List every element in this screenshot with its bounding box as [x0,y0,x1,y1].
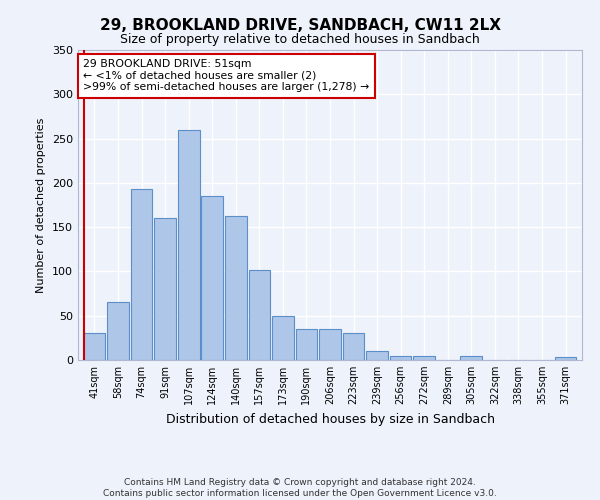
Text: 29, BROOKLAND DRIVE, SANDBACH, CW11 2LX: 29, BROOKLAND DRIVE, SANDBACH, CW11 2LX [100,18,500,32]
Bar [554,358,577,360]
Text: 29 BROOKLAND DRIVE: 51sqm
← <1% of detached houses are smaller (2)
>99% of semi-: 29 BROOKLAND DRIVE: 51sqm ← <1% of detac… [83,60,369,92]
Bar [131,189,152,360]
Bar [83,334,106,360]
Bar [248,270,270,360]
Bar [296,329,317,360]
Bar [413,356,435,360]
Bar [460,356,482,360]
Text: Size of property relative to detached houses in Sandbach: Size of property relative to detached ho… [120,32,480,46]
Bar [107,302,129,360]
Text: Contains HM Land Registry data © Crown copyright and database right 2024.
Contai: Contains HM Land Registry data © Crown c… [103,478,497,498]
Bar [272,316,294,360]
X-axis label: Distribution of detached houses by size in Sandbach: Distribution of detached houses by size … [166,412,494,426]
Bar [178,130,200,360]
Bar [202,196,223,360]
Bar [390,356,412,360]
Bar [366,351,388,360]
Bar [343,334,364,360]
Bar [225,216,247,360]
Bar [319,329,341,360]
Bar [154,218,176,360]
Y-axis label: Number of detached properties: Number of detached properties [37,118,46,292]
